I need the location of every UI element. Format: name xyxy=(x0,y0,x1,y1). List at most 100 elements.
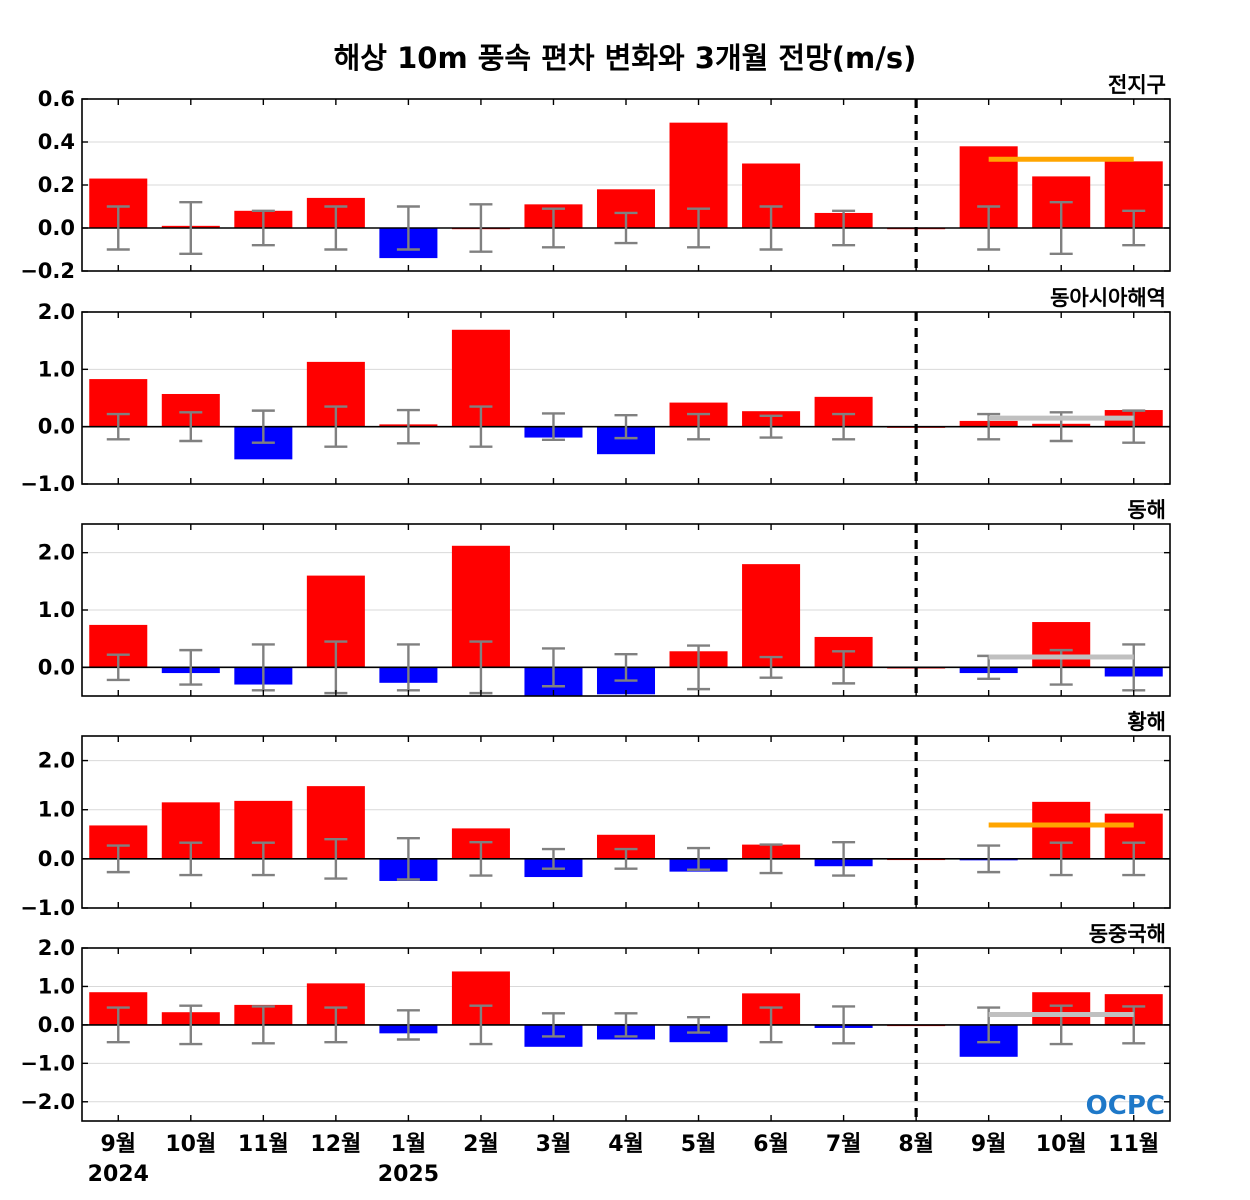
error-bar xyxy=(1049,200,1073,256)
y-tick-label: −1.0 xyxy=(20,896,75,920)
y-tick-label: 2.0 xyxy=(38,300,75,324)
error-bar xyxy=(687,207,711,249)
error-bar xyxy=(541,847,565,870)
chart-title: 해상 10m 풍속 편차 변화와 3개월 전망(m/s) xyxy=(334,41,917,75)
x-tick-label: 10월 xyxy=(1036,1132,1087,1157)
error-bar xyxy=(687,644,711,691)
error-bar xyxy=(687,1016,711,1034)
error-bar xyxy=(977,844,1001,874)
gridlines xyxy=(82,552,1170,668)
error-bar xyxy=(614,652,638,682)
y-tick-label: −2.0 xyxy=(20,1090,75,1114)
y-tick-label: 1.0 xyxy=(38,357,75,381)
y-tick-label: −1.0 xyxy=(20,1051,75,1075)
error-bar xyxy=(106,844,130,874)
x-tick-label: 7월 xyxy=(826,1132,862,1157)
error-bar xyxy=(251,209,275,247)
plot-area xyxy=(82,971,1170,1057)
error-bar xyxy=(614,414,638,440)
error-bar xyxy=(759,414,783,439)
error-bar xyxy=(324,405,348,448)
error-bar xyxy=(106,653,130,682)
error-bar xyxy=(759,205,783,251)
error-bar xyxy=(832,412,856,441)
error-bar xyxy=(469,1004,493,1046)
error-bar xyxy=(396,408,420,445)
error-bar xyxy=(179,648,203,686)
plot-area xyxy=(82,329,1170,460)
y-tick-label: 0.0 xyxy=(38,1013,75,1037)
error-bar xyxy=(251,841,275,877)
error-bar xyxy=(106,1006,130,1044)
error-bar xyxy=(324,205,348,251)
panel-title: 동아시아해역 xyxy=(1050,286,1166,310)
x-tick-label: 2월 xyxy=(463,1132,499,1157)
y-tick-label: 0.6 xyxy=(38,87,75,111)
error-bar xyxy=(687,846,711,871)
x-tick-label: 11월 xyxy=(238,1132,289,1157)
x-tick-label: 4월 xyxy=(608,1132,644,1157)
y-tick-label: 0.2 xyxy=(38,173,75,197)
error-bar xyxy=(614,1012,638,1038)
error-bar xyxy=(469,405,493,448)
ocpc-logo: OCPC xyxy=(1086,1091,1165,1121)
error-bar xyxy=(977,205,1001,251)
error-bar xyxy=(832,1005,856,1045)
panel-2: 동아시아해역 −1.0 0.0 1.0 2.0 xyxy=(20,286,1171,496)
error-bar xyxy=(687,412,711,441)
error-bar xyxy=(396,205,420,251)
panel-title: 동해 xyxy=(1127,498,1166,522)
chart-panels: 전지구−0.20.00.20.40.6동아시아해역−1.00.01.02.0동해… xyxy=(20,73,1171,1122)
plot-area xyxy=(82,786,1170,881)
y-tick-label: 1.0 xyxy=(38,598,75,622)
bar xyxy=(742,564,801,668)
x-axis: 9월 10월 11월 12월 1월 2월 3월 4월 5월 6월 7월 8월 9월 10월 11월 2024 2… xyxy=(88,1132,1160,1187)
x-tick-label: 9월 xyxy=(971,1132,1007,1157)
panel-4: 황해 −1.0 0.0 1.0 2.0 xyxy=(20,710,1171,920)
error-bar xyxy=(541,1012,565,1038)
error-bar xyxy=(469,840,493,877)
panel-1: 전지구 −0.2 0.0 0.2 0.4 0.6 xyxy=(20,73,1171,283)
error-bar xyxy=(179,1004,203,1046)
x-tick-label: 10월 xyxy=(165,1132,216,1157)
x-tick-label: 1월 xyxy=(391,1132,427,1157)
error-bar xyxy=(324,1006,348,1044)
error-bar xyxy=(541,412,565,442)
year-label: 2024 xyxy=(88,1162,149,1187)
error-bar xyxy=(179,200,203,256)
panel-title: 동중국해 xyxy=(1089,922,1166,946)
error-bar xyxy=(614,211,638,245)
error-bar xyxy=(832,650,856,685)
y-tick-label: 2.0 xyxy=(38,749,75,773)
x-tick-label: 12월 xyxy=(310,1132,361,1157)
plot-area xyxy=(82,122,1170,259)
y-tick-label: 0.0 xyxy=(38,655,75,679)
error-bar xyxy=(759,655,783,679)
panel-title: 전지구 xyxy=(1108,73,1166,97)
error-bar xyxy=(1122,841,1146,877)
error-bar xyxy=(324,838,348,880)
panel-5: 동중국해 −2.0 −1.0 0.0 1.0 2.0 xyxy=(20,922,1171,1122)
x-tick-label: 5월 xyxy=(681,1132,717,1157)
y-tick-label: −0.2 xyxy=(20,259,75,283)
plot-area xyxy=(82,545,1170,696)
error-bar xyxy=(1049,841,1073,877)
y-tick-label: −1.0 xyxy=(20,472,75,496)
error-bar xyxy=(469,203,493,253)
y-tick-label: 1.0 xyxy=(38,798,75,822)
year-label: 2025 xyxy=(378,1162,439,1187)
error-bar xyxy=(1122,209,1146,247)
error-bar xyxy=(541,647,565,688)
error-bar xyxy=(251,1005,275,1045)
y-tick-label: 0.0 xyxy=(38,415,75,439)
x-tick-label: 6월 xyxy=(753,1132,789,1157)
error-bar xyxy=(396,837,420,881)
error-bar xyxy=(614,847,638,870)
y-tick-label: 0.0 xyxy=(38,216,75,240)
error-bar xyxy=(759,843,783,875)
error-bar xyxy=(832,209,856,247)
x-tick-label: 3월 xyxy=(536,1132,572,1157)
error-bar xyxy=(106,412,130,441)
y-tick-label: 0.0 xyxy=(38,847,75,871)
